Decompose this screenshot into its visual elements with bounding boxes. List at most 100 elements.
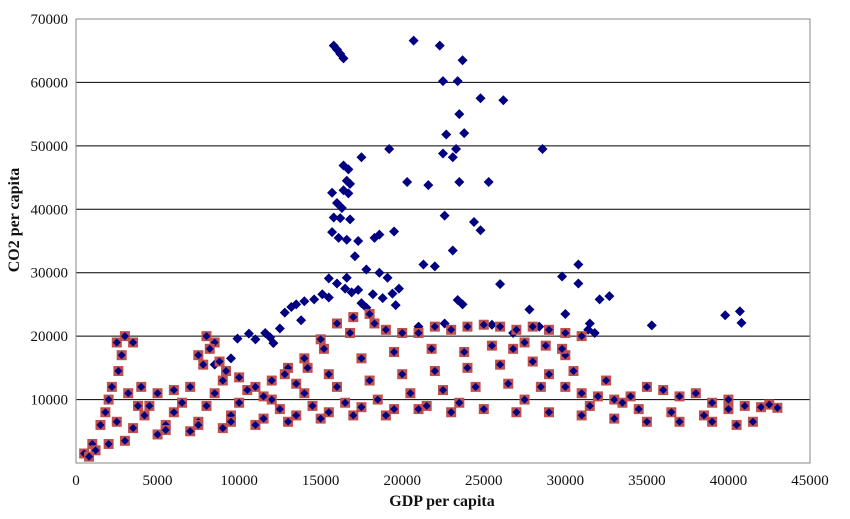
data-point-diamond [309,294,320,305]
data-point-diamond [390,300,401,311]
data-point-diamond [537,144,548,155]
data-point-diamond [610,414,619,423]
data-point-diamond [377,293,388,304]
data-point-diamond [331,278,342,289]
data-point-diamond [343,164,354,175]
data-point-diamond [667,408,676,417]
data-point-diamond [365,376,374,385]
data-point-diamond [259,392,268,401]
data-point-diamond [336,203,347,214]
data-point-diamond [324,408,333,417]
x-axis-title: GDP per capita [389,493,494,510]
data-point-diamond [545,325,554,334]
data-point-diamond [319,344,328,353]
data-point-diamond [724,395,733,404]
data-point-diamond [455,398,464,407]
data-point-diamond [524,304,535,315]
data-point-diamond [324,370,333,379]
data-point-diamond [205,344,214,353]
data-point-diamond [447,408,456,417]
data-point-diamond [137,382,146,391]
y-tick-label: 20000 [31,329,69,345]
data-point-diamond [340,283,351,294]
data-point-diamond [414,405,423,414]
data-point-diamond [357,354,366,363]
x-tick-label: 25000 [465,473,503,489]
data-point-diamond [430,367,439,376]
data-point-diamond [646,320,657,331]
data-point-diamond [107,382,116,391]
data-point-diamond [454,109,465,120]
data-point-diamond [120,332,129,341]
data-point-diamond [161,426,170,435]
y-tick-label: 60000 [31,75,69,91]
data-point-diamond [235,373,244,382]
data-point-diamond [573,278,584,289]
x-tick-label: 10000 [220,473,258,489]
data-point-diamond [475,225,486,236]
data-point-diamond [610,395,619,404]
plot-area-border [75,18,811,464]
data-point-diamond [300,354,309,363]
data-point-diamond [577,332,586,341]
x-tick-label: 35000 [628,473,666,489]
data-point-diamond [585,401,594,410]
data-point-diamond [153,389,162,398]
data-point-diamond [558,344,567,353]
data-point-diamond [626,392,635,401]
data-point-diamond [479,405,488,414]
data-point-diamond [251,420,260,429]
data-point-diamond [498,95,509,106]
data-point-diamond [757,403,766,412]
data-point-diamond [642,417,651,426]
data-point-diamond [496,322,505,331]
data-point-diamond [85,452,94,461]
data-point-diamond [708,398,717,407]
data-point-diamond [483,177,494,188]
data-point-diamond [104,439,113,448]
data-point-diamond [308,401,317,410]
data-point-diamond [468,216,479,227]
data-point-diamond [434,40,445,51]
data-point-diamond [439,210,450,221]
data-point-diamond [439,386,447,395]
data-point-diamond [724,405,733,414]
data-point-diamond [475,93,486,104]
data-point-diamond [699,411,708,420]
data-point-diamond [194,420,203,429]
data-point-diamond [452,76,463,87]
data-point-diamond [299,296,310,307]
data-point-diamond [398,370,407,379]
data-point-diamond [454,177,465,188]
data-point-diamond [367,289,378,300]
data-point-diamond [541,341,550,350]
data-point-diamond [536,382,545,391]
y-tick-label: 10000 [31,393,69,409]
data-point-diamond [275,405,284,414]
data-point-diamond [720,310,731,321]
data-point-diamond [222,367,231,376]
data-point-diamond [459,128,470,139]
data-point-diamond [341,234,352,245]
data-point-diamond [430,322,439,331]
x-tick-label: 30000 [547,473,585,489]
x-tick-label: 15000 [302,473,340,489]
data-point-diamond [333,232,344,243]
data-point-diamond [286,301,297,312]
data-point-diamond [370,319,379,328]
data-point-diamond [145,401,154,410]
data-point-diamond [460,348,469,356]
data-point-diamond [675,417,684,426]
data-point-diamond [381,325,390,334]
data-point-diamond [357,403,366,412]
data-point-diamond [218,376,227,385]
data-point-diamond [604,291,615,302]
data-point-diamond [332,382,341,391]
data-point-diamond [447,245,458,256]
data-point-diamond [734,306,745,317]
data-point-diamond [316,335,325,344]
data-point-diamond [349,251,360,262]
data-point-diamond [528,322,537,331]
data-point-diamond [589,327,600,338]
